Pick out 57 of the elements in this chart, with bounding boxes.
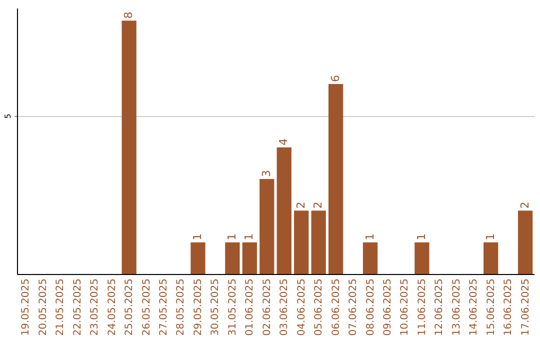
bar [414, 242, 430, 274]
bar [362, 242, 378, 274]
x-tick-label: 31.05.2025 [227, 278, 238, 336]
data-label: 2 [518, 202, 532, 209]
data-label: 1 [225, 233, 238, 240]
x-tick-label: 13.06.2025 [451, 278, 462, 336]
data-label: 1 [190, 233, 204, 240]
x-tick-label: 07.06.2025 [348, 278, 360, 336]
bar [122, 20, 136, 274]
x-tick-label: 21.05.2025 [55, 278, 66, 336]
x-tick-label: 08.06.2025 [365, 278, 376, 336]
x-tick-label: 14.06.2025 [468, 278, 480, 336]
data-label: 2 [312, 202, 325, 209]
x-tick-label: 22.05.2025 [72, 278, 84, 336]
data-label: 6 [328, 75, 342, 82]
data-label: 1 [484, 233, 497, 240]
x-tick-label: 11.06.2025 [416, 278, 428, 336]
bar [276, 147, 292, 274]
x-tick-label: 16.06.2025 [503, 278, 514, 336]
data-label: 1 [242, 233, 256, 240]
x-tick-label: 03.06.2025 [279, 278, 290, 336]
x-tick-label: 12.06.2025 [434, 278, 446, 336]
x-tick-label: 01.06.2025 [244, 278, 256, 336]
bar [311, 210, 326, 274]
data-label: 2 [294, 202, 308, 209]
bar [190, 242, 206, 274]
x-tick-label: 19.05.2025 [20, 278, 32, 336]
x-tick-label: 04.06.2025 [296, 278, 308, 336]
x-tick-label: 15.06.2025 [486, 278, 497, 336]
bar [518, 210, 533, 274]
x-tick-label: 10.06.2025 [400, 278, 411, 336]
x-tick-label: 26.05.2025 [141, 278, 152, 336]
x-tick-label: 28.05.2025 [176, 278, 187, 336]
data-label: 3 [260, 170, 273, 177]
x-tick-label: 06.06.2025 [330, 278, 342, 336]
x-tick-label: 05.06.2025 [314, 278, 325, 336]
bar [225, 242, 240, 274]
x-tick-label: 25.05.2025 [124, 278, 136, 336]
y-tick-label: 5 [4, 114, 12, 119]
data-label: 8 [122, 12, 136, 19]
x-tick-label: 17.06.2025 [520, 278, 532, 336]
x-tick-label: 29.05.2025 [192, 278, 204, 336]
x-tick-label: 24.05.2025 [106, 278, 118, 336]
bar [260, 179, 274, 274]
x-tick-label: 27.05.2025 [158, 278, 170, 336]
x-tick-label: 20.05.2025 [38, 278, 49, 336]
bar [484, 242, 498, 274]
x-tick-label: 23.05.2025 [90, 278, 101, 336]
bar [242, 242, 257, 274]
bar [294, 210, 309, 274]
x-tick-label: 09.06.2025 [382, 278, 394, 336]
x-tick-label: 02.06.2025 [262, 278, 273, 336]
data-label: 1 [414, 233, 428, 240]
x-tick-label: 30.05.2025 [210, 278, 222, 336]
bar [328, 84, 344, 274]
data-label: 1 [363, 233, 376, 240]
data-label: 4 [277, 138, 290, 146]
